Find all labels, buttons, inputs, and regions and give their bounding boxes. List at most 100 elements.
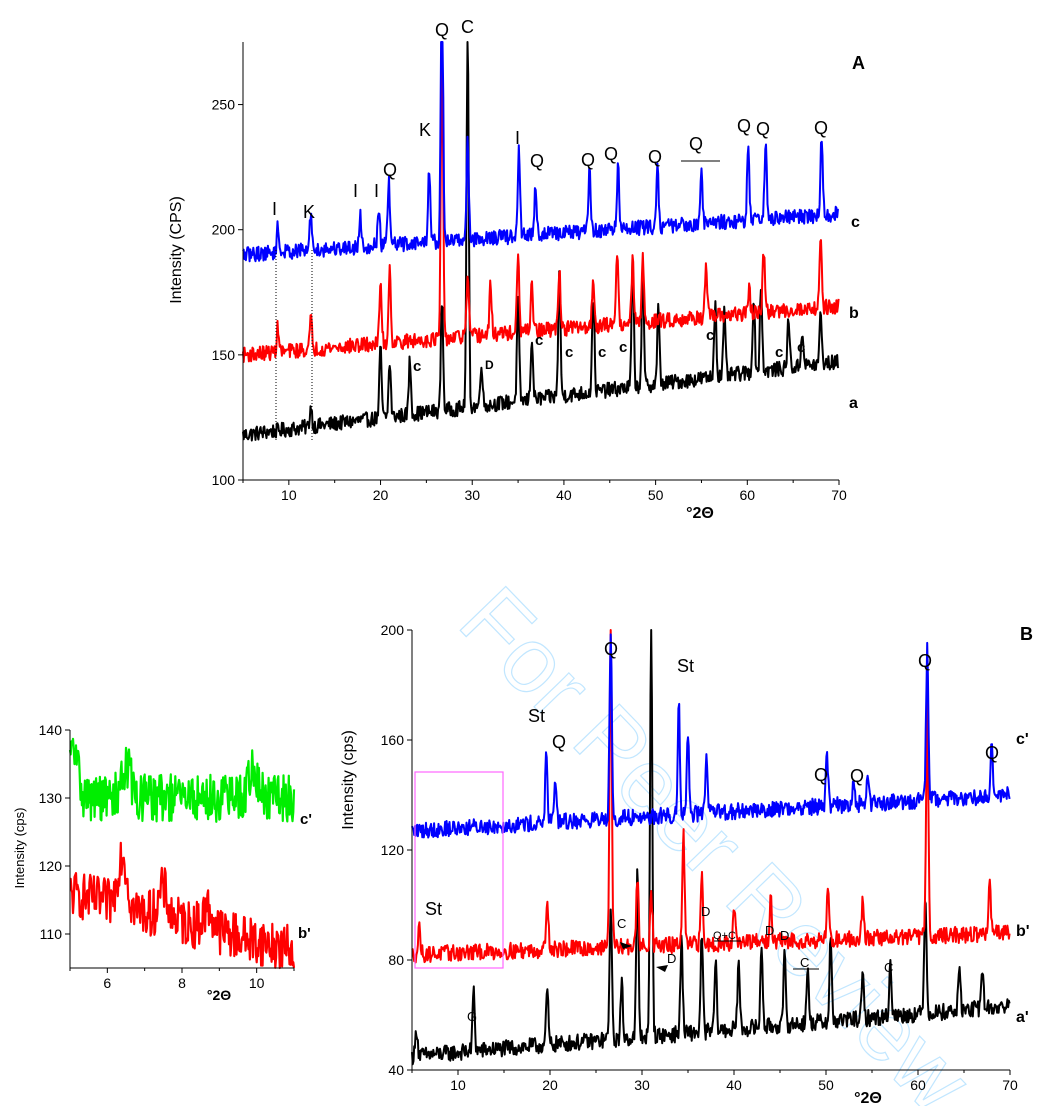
panel-a-peak-annotations: Q C K I K I I Q I Q Q Q Q Q Q Q Q	[272, 17, 828, 222]
y-tick-label: 110	[40, 926, 63, 942]
x-tick-label: 10	[249, 975, 265, 991]
peak-label: Q	[604, 144, 618, 164]
x-tick-label: 20	[373, 487, 389, 503]
zoom-region-box	[414, 771, 504, 969]
panel-b-y-label: Intensity (cps)	[340, 730, 357, 830]
peak-label-small: C	[884, 960, 893, 975]
panel-b: 10 20 30 40 50 60 70 40 80 120 160 200 Intensity (c…	[340, 622, 1033, 1106]
series-line-b	[242, 41, 840, 363]
panel-a-label: A	[852, 53, 865, 73]
series-line-bp	[69, 841, 296, 970]
series-line-bp	[411, 629, 1011, 964]
peak-label: Q	[581, 150, 595, 170]
y-tick-label: 150	[212, 347, 236, 363]
panel-b-series	[411, 629, 1011, 1066]
panel-inset-curve-label-c: c'	[300, 811, 312, 828]
peak-label: Q	[737, 116, 751, 136]
panel-inset-curve-label-b: b'	[298, 925, 311, 942]
peak-label-small: D	[780, 928, 789, 943]
y-tick-label: 250	[212, 97, 236, 113]
peak-label-small: c	[619, 339, 627, 356]
peak-label: K	[303, 202, 315, 222]
peak-label-small: C	[617, 916, 626, 931]
panel-b-peak-annotations: Q St St Q Q Q Q Q St	[425, 639, 999, 919]
peak-label: Q	[383, 160, 397, 180]
y-tick-label: 200	[381, 622, 405, 638]
panel-a-series	[242, 41, 840, 442]
panel-inset-series	[68, 737, 296, 970]
peak-label: Q	[918, 651, 932, 671]
peak-label-small: C	[800, 955, 809, 970]
peak-label-small: D	[701, 904, 710, 919]
peak-label-small: c	[598, 344, 606, 361]
peak-label: Q	[850, 766, 864, 786]
peak-label-small: D	[765, 923, 774, 938]
panel-a-small-annotations: c D c c c c c c c	[413, 327, 805, 375]
peak-label: I	[272, 199, 277, 219]
series-line-cp	[68, 737, 296, 823]
x-tick-label: 30	[634, 1077, 650, 1093]
peak-label: I	[353, 181, 358, 201]
peak-label: Q	[648, 147, 662, 167]
peak-label: Q	[756, 119, 770, 139]
series-line-cp	[411, 633, 1011, 839]
x-tick-label: 40	[726, 1077, 742, 1093]
y-tick-label: 140	[39, 722, 63, 738]
panel-a-y-label: Intensity (CPS)	[168, 196, 185, 304]
panel-b-curve-label-b: b'	[1016, 923, 1030, 940]
panel-inset-ticks: 6 8 10 110 120 130 140	[39, 722, 295, 991]
peak-label-small: D	[485, 358, 494, 372]
peak-label: Q	[814, 765, 828, 785]
y-tick-label: 120	[381, 842, 405, 858]
x-tick-label: 30	[464, 487, 480, 503]
y-tick-label: 80	[388, 952, 404, 968]
panel-a-curve-label-a: a	[849, 395, 858, 412]
peak-label: Q	[552, 732, 566, 752]
arrow-c	[620, 942, 632, 949]
y-tick-label: 200	[212, 222, 236, 238]
peak-label-small: c	[797, 339, 805, 356]
x-tick-label: 40	[556, 487, 572, 503]
x-tick-label: 10	[281, 487, 297, 503]
peak-label: I	[374, 181, 379, 201]
peak-label: Q	[435, 20, 449, 40]
peak-label: I	[515, 128, 520, 148]
y-tick-label: 130	[39, 790, 63, 806]
peak-label: Q	[530, 151, 544, 171]
peak-label-small: c	[565, 344, 573, 361]
x-tick-label: 60	[910, 1077, 926, 1093]
peak-label: St	[528, 706, 545, 726]
x-tick-label: 60	[740, 487, 756, 503]
panel-b-x-label: °2Θ	[854, 1090, 882, 1106]
y-tick-label: 100	[212, 472, 236, 488]
y-tick-label: 40	[388, 1062, 404, 1078]
x-tick-label: 6	[103, 975, 111, 991]
peak-label: K	[419, 120, 431, 140]
panel-inset-x-label: °2Θ	[207, 987, 231, 1003]
series-line-ap	[411, 629, 1011, 1066]
peak-label-small: c	[706, 327, 714, 344]
peak-label-small: G	[467, 1009, 477, 1024]
x-tick-label: 8	[178, 975, 186, 991]
watermark-text: For Peer Review	[441, 568, 991, 1106]
panel-a-ticks: 10 20 30 40 50 60 70 100 150 200 250	[212, 97, 847, 503]
peak-label: Q	[689, 134, 703, 154]
series-line-a	[242, 41, 840, 442]
x-tick-label: 70	[831, 487, 847, 503]
panel-a-curve-label-c: c	[851, 214, 860, 231]
x-tick-label: 70	[1002, 1077, 1018, 1093]
x-tick-label: 50	[648, 487, 664, 503]
peak-label: St	[425, 899, 442, 919]
panel-a-x-label: °2Θ	[686, 505, 714, 522]
y-tick-label: 160	[381, 732, 405, 748]
peak-label: Q	[985, 743, 999, 763]
peak-label-small: D	[667, 951, 676, 966]
y-tick-label: 120	[39, 858, 63, 874]
panel-b-curve-label-a: a'	[1016, 1009, 1029, 1026]
peak-label: Q	[814, 118, 828, 138]
panel-b-small-annotations: G C D D Q+C D D C C	[467, 904, 893, 1024]
panel-b-label: B	[1020, 624, 1033, 644]
series-line-c	[242, 41, 839, 263]
